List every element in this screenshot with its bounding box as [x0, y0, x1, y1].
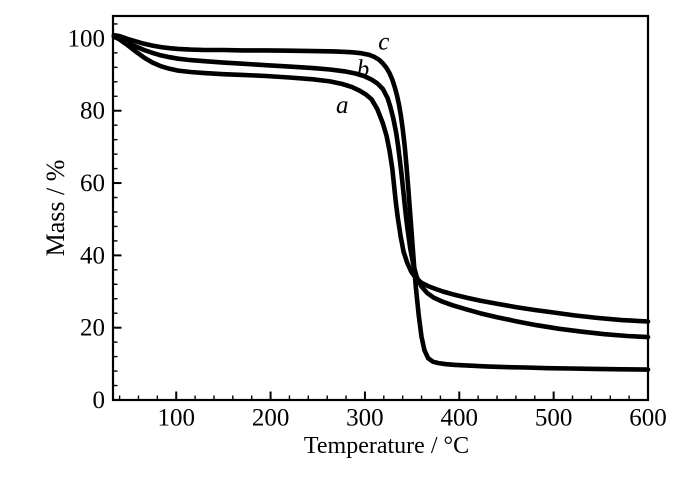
- curve-label-b: b: [357, 56, 370, 83]
- x-tick-label: 300: [346, 405, 384, 432]
- x-tick-label: 600: [629, 405, 667, 432]
- curve-label-a: a: [336, 92, 349, 119]
- y-axis-ticks: [113, 23, 122, 401]
- y-tick-label: 100: [68, 25, 106, 52]
- y-tick-label: 40: [80, 242, 105, 269]
- y-tick-label: 80: [80, 98, 105, 125]
- curve-label-c: c: [378, 29, 389, 56]
- series-b-curve: [111, 34, 651, 340]
- plot-frame: [111, 14, 650, 402]
- y-tick-label: 20: [80, 315, 105, 342]
- x-axis-ticks: [118, 391, 649, 400]
- x-tick-label: 100: [157, 405, 195, 432]
- y-axis-title: Mass / %: [41, 160, 70, 257]
- y-tick-label: 0: [93, 387, 106, 414]
- y-tick-label: 60: [80, 170, 105, 197]
- x-tick-label: 500: [535, 405, 573, 432]
- y-axis-tick-labels: 0 20 40 60 80 100: [68, 25, 106, 414]
- x-axis-tick-labels: 100 200 300 400 500 600: [157, 405, 666, 432]
- x-axis-title: Temperature / °C: [304, 433, 469, 459]
- series-a-curve: [111, 33, 651, 324]
- series-c-curve: [111, 32, 651, 372]
- x-tick-label: 400: [441, 405, 479, 432]
- x-tick-label: 200: [252, 405, 290, 432]
